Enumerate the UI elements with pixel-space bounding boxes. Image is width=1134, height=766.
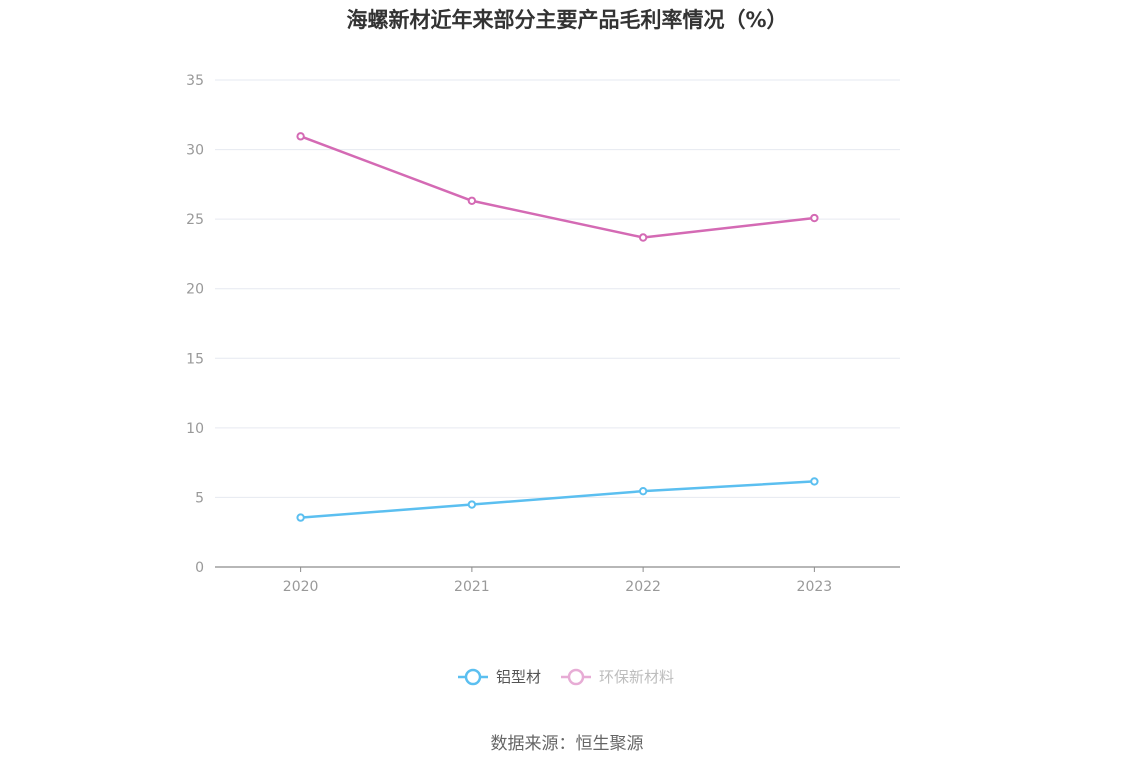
legend-label: 环保新材料 <box>599 668 674 686</box>
y-tick-label: 10 <box>186 421 204 437</box>
data-point[interactable] <box>810 213 819 223</box>
legend-item-0[interactable]: 铝型材 <box>458 668 541 686</box>
x-tick-label: 2021 <box>454 579 490 595</box>
y-tick-label: 5 <box>195 490 204 506</box>
y-tick-label: 35 <box>186 73 204 89</box>
legend-marker-icon <box>567 668 585 686</box>
x-tick-label: 2023 <box>797 579 833 595</box>
data-point[interactable] <box>810 477 819 486</box>
legend-item-1[interactable]: 环保新材料 <box>561 668 674 686</box>
x-tick-label: 2022 <box>625 579 661 595</box>
legend-label: 铝型材 <box>496 668 541 686</box>
grid-lines <box>215 79 900 498</box>
series-line-1 <box>300 135 815 239</box>
axes: 0 5 10 15 20 25 30 35 2020 2021 2022 2023 <box>186 73 900 595</box>
legend[interactable]: 铝型材 环保新材料 <box>458 668 674 686</box>
data-point[interactable] <box>296 132 305 141</box>
y-tick-label: 25 <box>186 212 204 228</box>
data-point[interactable] <box>296 513 305 522</box>
data-point[interactable] <box>638 233 648 242</box>
y-tick-label: 30 <box>186 143 204 159</box>
data-point[interactable] <box>638 486 648 496</box>
x-tick-label: 2020 <box>283 579 319 595</box>
y-tick-label: 15 <box>186 351 204 367</box>
data-point[interactable] <box>467 500 477 509</box>
y-tick-label: 20 <box>186 282 204 298</box>
data-source: 数据来源：恒生聚源 <box>490 734 644 754</box>
chart-title: 海螺新材近年来部分主要产品毛利率情况（%） <box>346 8 788 32</box>
series-line-0 <box>300 480 815 519</box>
y-tick-label: 0 <box>195 560 204 576</box>
legend-marker-icon <box>464 668 482 686</box>
series-lines <box>296 132 819 522</box>
data-point[interactable] <box>467 196 477 205</box>
